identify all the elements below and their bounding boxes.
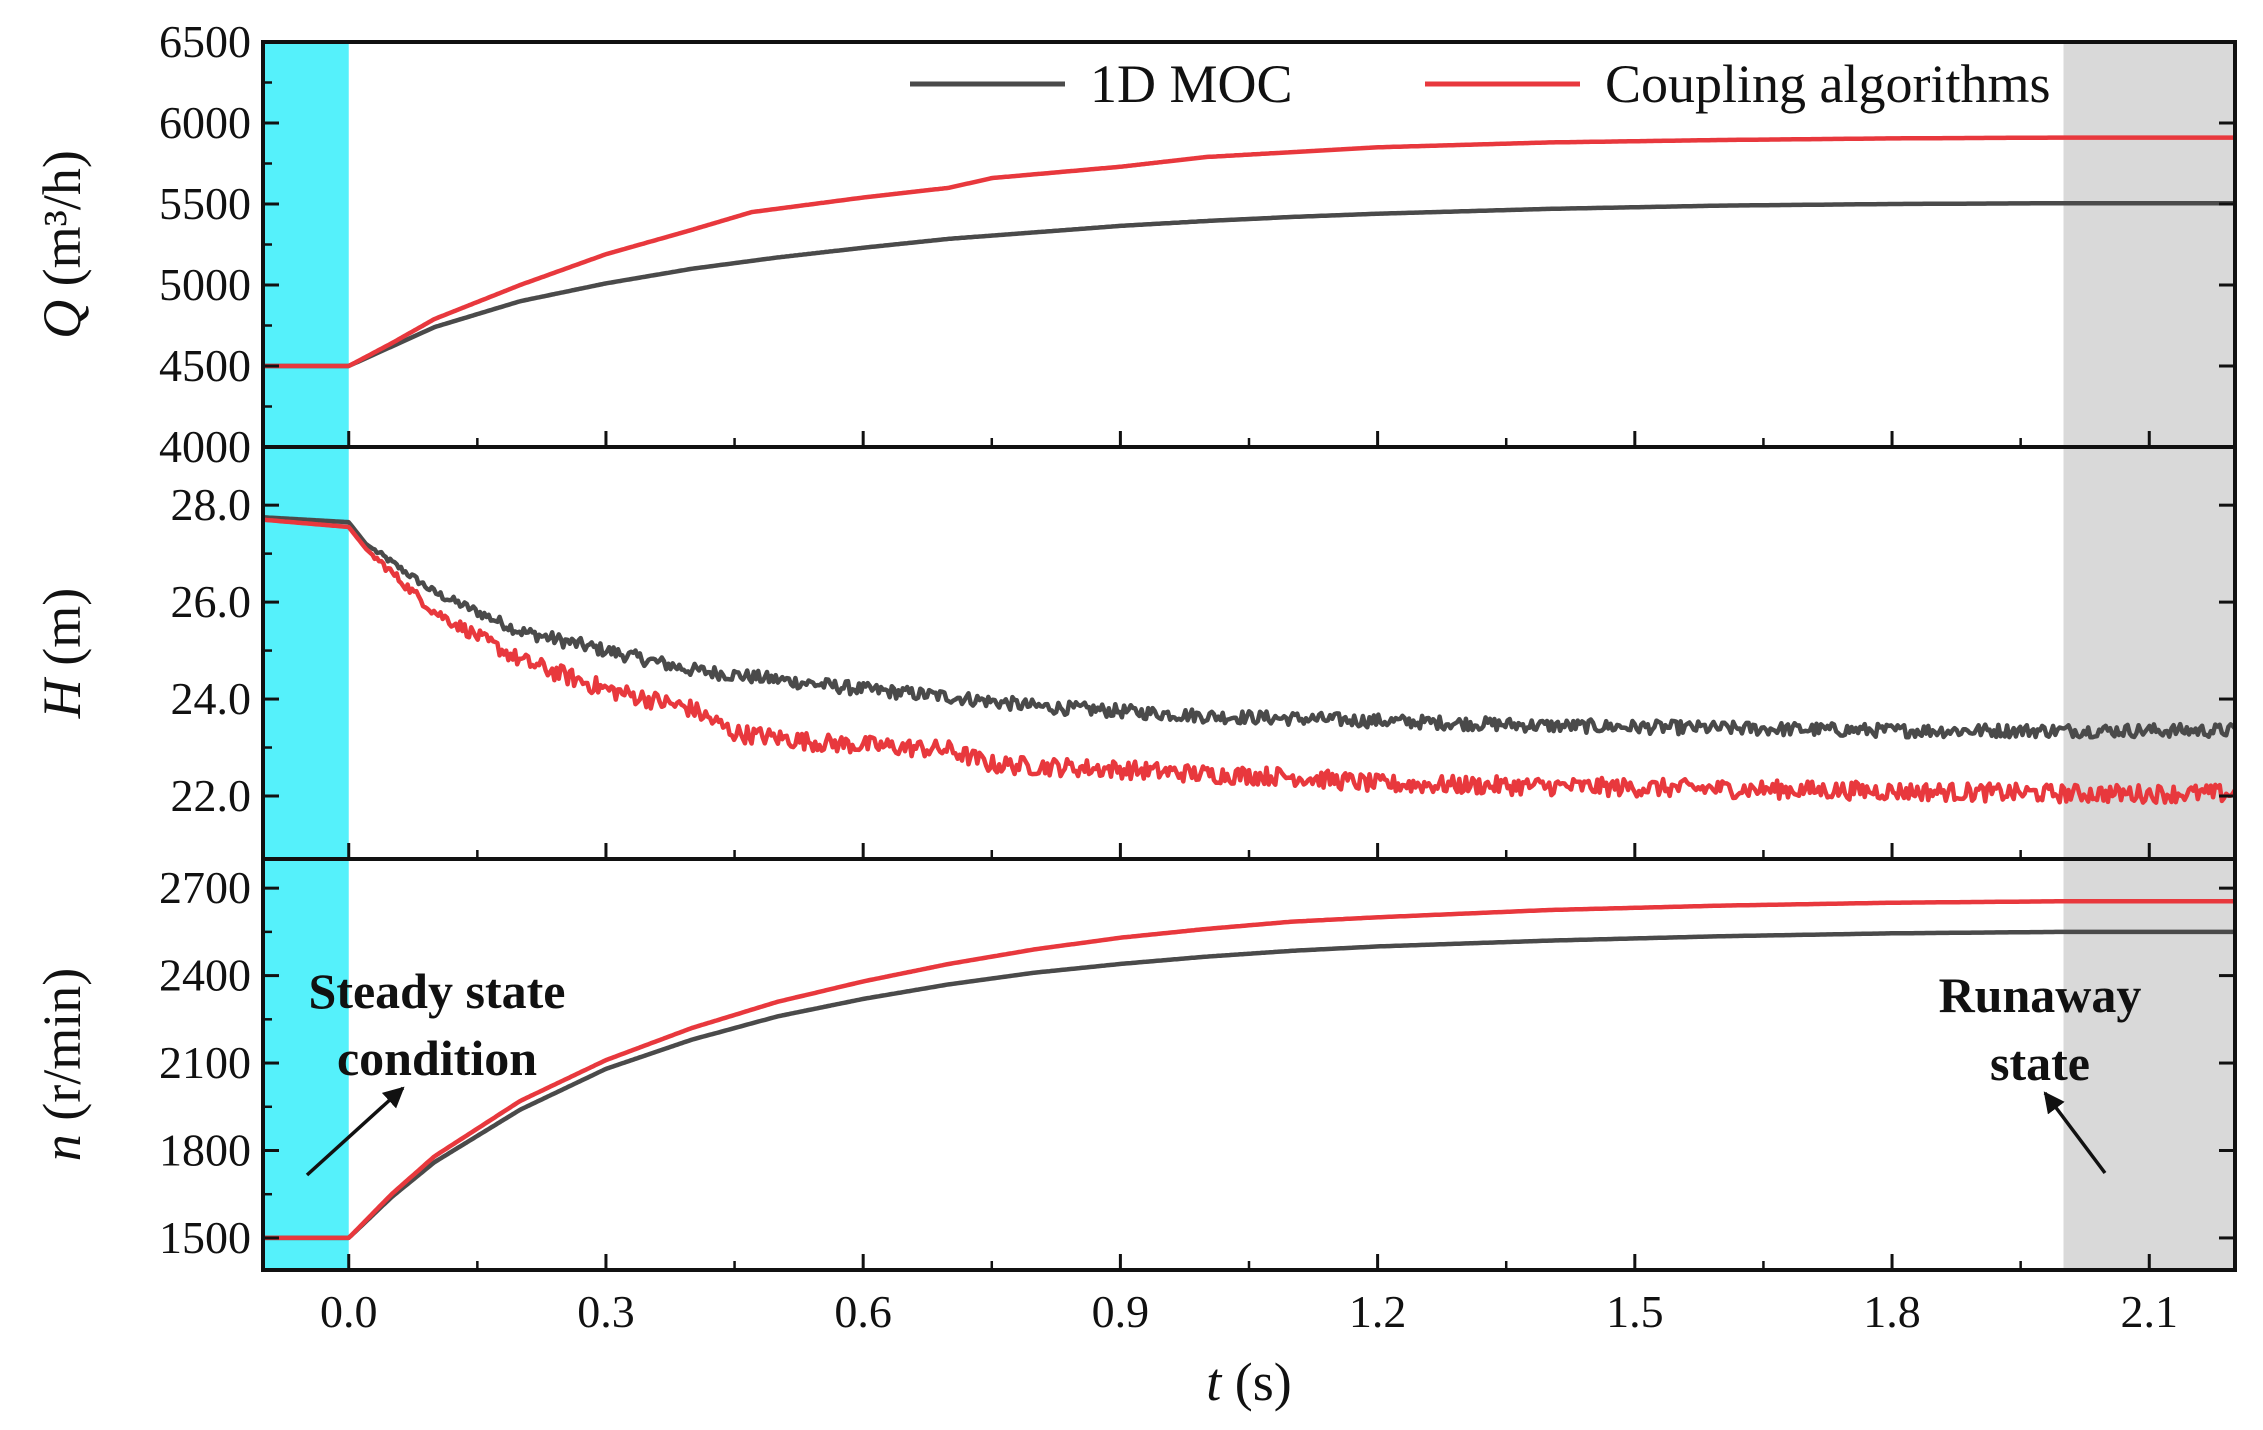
y-tick-label-Q: 4000 [159,421,251,472]
legend-label-0: 1D MOC [1090,54,1293,114]
x-axis-symbol: t [1206,1352,1223,1412]
y-tick-label-n: 1800 [159,1124,251,1175]
annotation-steady-line-1: Steady state [309,963,566,1019]
y-tick-label-H: 26.0 [171,576,252,627]
y-axis-unit-n: (r/min) [32,968,92,1134]
x-tick-label: 0.3 [577,1286,635,1337]
series-line-Q-moc [262,200,2236,369]
labels: 4000 4500 5000 5500 6000 6500 Q (m³/h) 22.0 24.0… [32,16,2178,1412]
x-tick-label: 1.8 [1863,1286,1921,1337]
y-tick-label-Q: 6500 [159,16,251,67]
y-tick-label-Q: 5000 [159,259,251,310]
y-axis-symbol-H: H [32,676,92,719]
y-tick-label-H: 28.0 [171,479,252,530]
y-axis-label-n: n (r/min) [32,968,92,1161]
series-line-H-coupling [262,517,2237,805]
panel-frame-H [261,445,2237,861]
series-line-Q-coupling [262,135,2236,369]
y-axis-unit-Q: (m³/h) [32,150,92,300]
panel-frame-n [261,857,2237,1272]
y-tick-label-Q: 6000 [159,97,251,148]
y-tick-label-H: 24.0 [171,673,252,724]
y-axis-symbol-Q: Q [32,300,92,339]
x-tick-label: 1.2 [1349,1286,1407,1337]
y-tick-label-Q: 5500 [159,178,251,229]
y-tick-label-Q: 4500 [159,340,251,391]
y-tick-label-H: 22.0 [171,770,252,821]
annotation-steady-arrow [305,1086,405,1177]
x-tick-label: 0.9 [1092,1286,1150,1337]
series-lines [262,135,2237,1241]
annotation-runaway-arrow [2043,1091,2107,1175]
shaded-region-runaway [2063,42,2235,1270]
y-tick-label-n: 2100 [159,1037,251,1088]
x-tick-label: 1.5 [1606,1286,1664,1337]
axes [261,40,2237,1272]
annotation-steady-line-2: condition [337,1030,537,1086]
y-tick-label-n: 2400 [159,950,251,1001]
x-tick-label: 2.1 [2121,1286,2179,1337]
x-axis-label: t (s) [1206,1352,1292,1412]
x-tick-label: 0.0 [320,1286,378,1337]
series-line-n-coupling [262,899,2236,1241]
y-tick-label-n: 2700 [159,862,251,913]
x-tick-label: 0.6 [834,1286,892,1337]
x-axis-unit: (s) [1221,1352,1291,1412]
shaded-regions [263,42,2235,1270]
y-axis-symbol-n: n [32,1134,92,1161]
y-axis-unit-H: (m) [32,588,92,679]
series-line-H-moc [262,515,2237,740]
y-axis-label-H: H (m) [32,588,92,719]
y-axis-label-Q: Q (m³/h) [32,150,92,339]
shaded-region-steady [263,42,349,1270]
annotation-runaway-line-1: Runaway [1939,967,2142,1023]
y-tick-label-n: 1500 [159,1212,251,1263]
series-line-n-moc [262,929,2236,1241]
annotation-runaway-line-2: state [1990,1035,2090,1091]
legend-label-1: Coupling algorithms [1605,54,2051,114]
